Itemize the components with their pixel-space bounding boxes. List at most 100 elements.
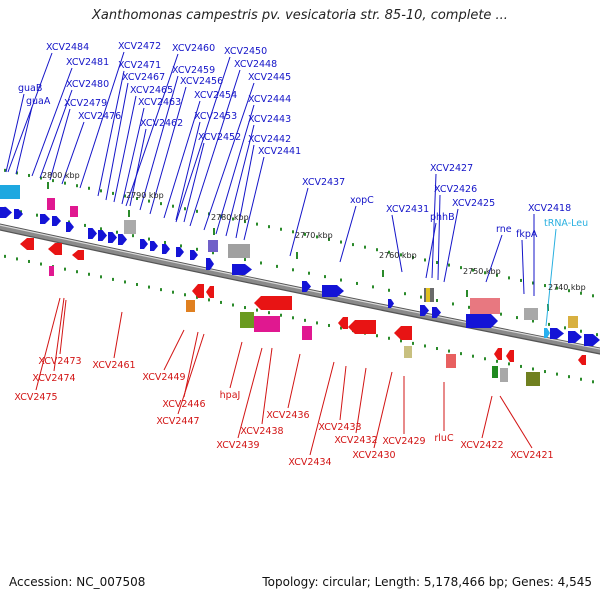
forward-gene-arrow[interactable] — [162, 244, 170, 254]
reverse-gene-label[interactable]: XCV2433 — [318, 422, 361, 433]
reverse-gene-label[interactable]: XCV2421 — [510, 450, 553, 461]
reverse-gene-label[interactable]: XCV2461 — [92, 360, 135, 371]
feature-box[interactable] — [0, 185, 20, 199]
forward-gene-label[interactable]: XCV2476 — [78, 111, 121, 122]
forward-gene-label[interactable]: guaA — [26, 96, 51, 107]
feature-box[interactable] — [208, 240, 218, 252]
forward-gene-label[interactable]: XCV2471 — [118, 60, 161, 71]
forward-gene-label[interactable]: xopC — [350, 195, 374, 206]
forward-gene-arrow[interactable] — [88, 228, 97, 239]
feature-box[interactable] — [228, 244, 250, 258]
feature-box[interactable] — [524, 308, 538, 320]
forward-gene-arrow[interactable] — [420, 305, 429, 316]
forward-gene-arrow[interactable] — [302, 281, 311, 292]
reverse-gene-arrow[interactable] — [338, 317, 348, 329]
forward-gene-arrow[interactable] — [432, 307, 441, 318]
reverse-gene-arrow[interactable] — [394, 326, 412, 340]
feature-box[interactable] — [240, 312, 254, 328]
rna-gene-arrow[interactable] — [544, 328, 550, 338]
reverse-gene-label[interactable]: XCV2449 — [142, 372, 185, 383]
forward-gene-label[interactable]: XCV2442 — [248, 134, 291, 145]
forward-gene-label[interactable]: XCV2431 — [386, 204, 429, 215]
reverse-gene-label[interactable]: XCV2430 — [352, 450, 395, 461]
reverse-gene-label[interactable]: rluC — [434, 433, 454, 444]
feature-box[interactable] — [47, 198, 55, 210]
forward-gene-arrow[interactable] — [66, 222, 74, 232]
forward-gene-label[interactable]: XCV2453 — [194, 111, 237, 122]
forward-gene-label[interactable]: fkpA — [516, 229, 538, 240]
forward-gene-label[interactable]: XCV2445 — [248, 72, 291, 83]
forward-gene-label[interactable]: phhB — [430, 212, 455, 223]
forward-gene-label[interactable]: XCV2484 — [46, 42, 89, 53]
forward-gene-label[interactable]: XCV2426 — [434, 184, 477, 195]
forward-gene-label[interactable]: XCV2480 — [66, 79, 109, 90]
feature-box[interactable] — [302, 326, 312, 340]
reverse-gene-label[interactable]: XCV2446 — [162, 399, 205, 410]
reverse-gene-arrow[interactable] — [254, 296, 292, 310]
forward-gene-label[interactable]: XCV2463 — [138, 97, 181, 108]
feature-box[interactable] — [49, 266, 54, 276]
forward-gene-label[interactable]: XCV2467 — [122, 72, 165, 83]
forward-gene-arrow[interactable] — [108, 232, 117, 243]
forward-gene-arrow[interactable] — [232, 264, 252, 275]
forward-gene-arrow[interactable] — [150, 241, 158, 251]
forward-gene-label[interactable]: XCV2427 — [430, 163, 473, 174]
feature-box[interactable] — [492, 366, 498, 378]
reverse-gene-label[interactable]: XCV2473 — [38, 356, 81, 367]
forward-gene-label[interactable]: XCV2443 — [248, 114, 291, 125]
reverse-gene-label[interactable]: XCV2439 — [216, 440, 259, 451]
forward-gene-label[interactable]: XCV2444 — [248, 94, 291, 105]
feature-box[interactable] — [500, 368, 508, 382]
rna-gene-label[interactable]: tRNA-Leu — [544, 218, 588, 229]
forward-gene-arrow[interactable] — [14, 209, 23, 219]
reverse-gene-label[interactable]: XCV2432 — [334, 435, 377, 446]
forward-gene-label[interactable]: XCV2459 — [172, 65, 215, 76]
reverse-gene-label[interactable]: XCV2422 — [460, 440, 503, 451]
forward-gene-arrow[interactable] — [584, 334, 600, 346]
reverse-gene-label[interactable]: XCV2438 — [240, 426, 283, 437]
feature-box[interactable] — [470, 298, 500, 314]
reverse-gene-label[interactable]: XCV2436 — [266, 410, 309, 421]
reverse-gene-arrow[interactable] — [20, 238, 34, 250]
forward-gene-label[interactable]: XCV2481 — [66, 57, 109, 68]
feature-box[interactable] — [404, 346, 412, 358]
forward-gene-label[interactable]: XCV2452 — [198, 132, 241, 143]
feature-box[interactable] — [526, 372, 540, 386]
reverse-gene-arrow[interactable] — [192, 284, 204, 298]
feature-box[interactable] — [186, 300, 195, 312]
reverse-gene-arrow[interactable] — [206, 286, 214, 298]
forward-gene-label[interactable]: guaB — [18, 83, 42, 94]
reverse-gene-arrow[interactable] — [48, 243, 62, 255]
reverse-gene-label[interactable]: XCV2474 — [32, 373, 75, 384]
reverse-gene-label[interactable]: XCV2434 — [288, 457, 331, 468]
forward-gene-arrow[interactable] — [322, 285, 344, 297]
reverse-gene-label[interactable]: XCV2429 — [382, 436, 425, 447]
feature-box[interactable] — [124, 220, 136, 234]
forward-gene-label[interactable]: XCV2425 — [452, 198, 495, 209]
forward-gene-label[interactable]: XCV2418 — [528, 203, 571, 214]
reverse-gene-arrow[interactable] — [506, 350, 514, 362]
feature-box[interactable] — [70, 206, 78, 217]
forward-gene-label[interactable]: XCV2472 — [118, 41, 161, 52]
forward-gene-arrow[interactable] — [0, 207, 12, 218]
forward-gene-label[interactable]: XCV2437 — [302, 177, 345, 188]
forward-gene-label[interactable]: XCV2450 — [224, 46, 267, 57]
reverse-gene-label[interactable]: XCV2447 — [156, 416, 199, 427]
forward-gene-label[interactable]: XCV2441 — [258, 146, 301, 157]
feature-box[interactable] — [254, 316, 280, 332]
forward-gene-arrow[interactable] — [466, 314, 498, 328]
reverse-gene-arrow[interactable] — [578, 355, 586, 365]
forward-gene-label[interactable]: XCV2448 — [234, 59, 277, 70]
reverse-gene-arrow[interactable] — [494, 348, 502, 360]
forward-gene-label[interactable]: XCV2460 — [172, 43, 215, 54]
reverse-gene-label[interactable]: hpaJ — [220, 390, 241, 401]
forward-gene-arrow[interactable] — [190, 250, 198, 260]
feature-box[interactable] — [426, 288, 430, 302]
forward-gene-label[interactable]: XCV2465 — [130, 85, 173, 96]
reverse-gene-label[interactable]: XCV2475 — [14, 392, 57, 403]
forward-gene-label[interactable]: XCV2456 — [180, 76, 223, 87]
forward-gene-label[interactable]: rne — [496, 224, 512, 235]
forward-gene-label[interactable]: XCV2454 — [194, 90, 237, 101]
forward-gene-label[interactable]: XCV2479 — [64, 98, 107, 109]
forward-gene-arrow[interactable] — [388, 299, 394, 308]
